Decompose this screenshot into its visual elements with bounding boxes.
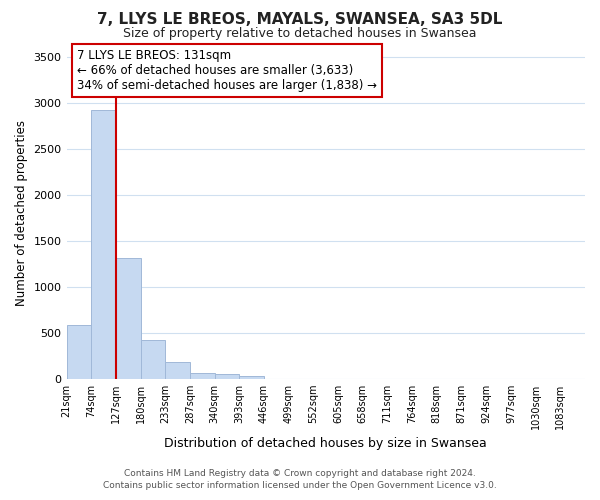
Y-axis label: Number of detached properties: Number of detached properties <box>15 120 28 306</box>
Bar <box>190 372 215 378</box>
Bar <box>215 374 239 378</box>
Bar <box>116 258 140 378</box>
Text: 7 LLYS LE BREOS: 131sqm
← 66% of detached houses are smaller (3,633)
34% of semi: 7 LLYS LE BREOS: 131sqm ← 66% of detache… <box>77 49 377 92</box>
X-axis label: Distribution of detached houses by size in Swansea: Distribution of detached houses by size … <box>164 437 487 450</box>
Bar <box>140 340 165 378</box>
Bar <box>67 325 91 378</box>
Text: Size of property relative to detached houses in Swansea: Size of property relative to detached ho… <box>123 28 477 40</box>
Text: 7, LLYS LE BREOS, MAYALS, SWANSEA, SA3 5DL: 7, LLYS LE BREOS, MAYALS, SWANSEA, SA3 5… <box>97 12 503 28</box>
Bar <box>165 362 190 378</box>
Bar <box>91 110 116 378</box>
Text: Contains HM Land Registry data © Crown copyright and database right 2024.
Contai: Contains HM Land Registry data © Crown c… <box>103 468 497 490</box>
Bar <box>239 376 264 378</box>
